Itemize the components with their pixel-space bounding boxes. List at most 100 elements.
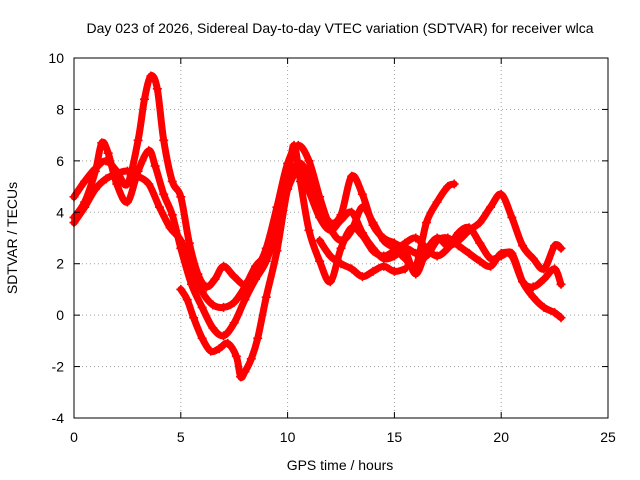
data-point-marker	[289, 140, 299, 150]
data-point-marker	[159, 135, 169, 145]
data-point-marker	[496, 248, 506, 258]
data-point-marker	[159, 189, 169, 199]
data-point-marker	[189, 313, 199, 323]
data-point-marker	[122, 179, 132, 189]
data-point-marker	[528, 254, 538, 264]
data-point-marker	[97, 138, 107, 148]
data-point-marker	[357, 228, 367, 238]
data-point-marker	[219, 302, 229, 312]
data-point-marker	[229, 318, 239, 328]
data-point-marker	[261, 292, 271, 302]
data-point-marker	[453, 228, 463, 238]
data-point-marker	[240, 295, 250, 305]
plot-frame	[73, 57, 609, 419]
data-point-marker	[112, 179, 122, 189]
series-track-2	[69, 138, 566, 341]
data-point-marker	[283, 184, 293, 194]
data-point-marker	[146, 71, 156, 81]
data-point-marker	[432, 251, 442, 261]
data-point-marker	[182, 295, 192, 305]
data-point-marker	[197, 302, 207, 312]
data-point-marker	[219, 261, 229, 271]
data-point-marker	[80, 176, 90, 186]
data-point-marker	[528, 292, 538, 302]
x-tick-label: 10	[280, 429, 296, 445]
data-point-marker	[122, 166, 132, 176]
data-point-marker	[539, 264, 549, 274]
data-point-marker	[556, 313, 566, 323]
y-tick-label: 10	[48, 50, 64, 66]
data-point-marker	[421, 218, 431, 228]
data-point-marker	[315, 200, 325, 210]
data-point-marker	[231, 351, 241, 361]
data-point-marker	[325, 225, 335, 235]
axis-ticks: 0 5 10 15 20 25 -4 -2 0 2 4 6 8 10	[48, 50, 616, 445]
data-point-marker	[368, 220, 378, 230]
data-point-marker	[475, 256, 485, 266]
data-point-marker	[139, 94, 149, 104]
data-point-marker	[167, 176, 177, 186]
data-point-marker	[550, 308, 560, 318]
data-point-marker	[293, 158, 303, 168]
data-point-marker	[368, 243, 378, 253]
data-point-marker	[347, 264, 357, 274]
data-point-marker	[411, 233, 421, 243]
series-track-4	[176, 158, 566, 382]
data-point-marker	[229, 297, 239, 307]
data-point-marker	[421, 246, 431, 256]
x-tick-label: 5	[177, 429, 185, 445]
x-tick-label: 15	[387, 429, 403, 445]
data-point-marker	[486, 202, 496, 212]
data-point-marker	[206, 346, 216, 356]
data-point-marker	[518, 277, 528, 287]
data-point-marker	[229, 272, 239, 282]
data-point-marker	[443, 241, 453, 251]
data-point-marker	[315, 256, 325, 266]
data-point-marker	[246, 354, 256, 364]
data-point-marker	[236, 372, 246, 382]
data-point-marker	[443, 182, 453, 192]
data-point-marker	[201, 282, 211, 292]
data-point-marker	[165, 223, 175, 233]
data-point-marker	[432, 197, 442, 207]
data-point-marker	[154, 202, 164, 212]
y-tick-label: 2	[56, 256, 64, 272]
data-point-marker	[539, 302, 549, 312]
data-point-marker	[315, 236, 325, 246]
x-tick-label: 20	[493, 429, 509, 445]
data-point-marker	[186, 264, 196, 274]
data-point-marker	[208, 323, 218, 333]
chart-title: Day 023 of 2026, Sidereal Day-to-day VTE…	[86, 20, 593, 36]
data-point-marker	[486, 261, 496, 271]
data-point-marker	[112, 169, 122, 179]
data-point-marker	[453, 236, 463, 246]
data-point-marker	[214, 344, 224, 354]
data-point-marker	[167, 210, 177, 220]
data-point-marker	[528, 282, 538, 292]
data-point-marker	[507, 251, 517, 261]
data-point-marker	[144, 179, 154, 189]
data-point-marker	[304, 171, 314, 181]
data-point-marker	[133, 135, 143, 145]
data-point-marker	[556, 279, 566, 289]
data-point-marker	[379, 233, 389, 243]
data-point-marker	[272, 246, 282, 256]
data-point-marker	[411, 248, 421, 258]
data-point-marker	[304, 225, 314, 235]
y-tick-label: 0	[56, 307, 64, 323]
data-point-marker	[550, 241, 560, 251]
data-point-marker	[240, 282, 250, 292]
data-point-marker	[357, 272, 367, 282]
data-point-marker	[90, 166, 100, 176]
data-point-marker	[432, 233, 442, 243]
data-point-marker	[80, 202, 90, 212]
data-point-marker	[144, 146, 154, 156]
data-point-marker	[251, 261, 261, 271]
data-point-marker	[325, 218, 335, 228]
data-point-marker	[347, 223, 357, 233]
data-point-marker	[176, 236, 186, 246]
data-point-marker	[101, 174, 111, 184]
data-point-marker	[556, 243, 566, 253]
data-point-marker	[507, 212, 517, 222]
